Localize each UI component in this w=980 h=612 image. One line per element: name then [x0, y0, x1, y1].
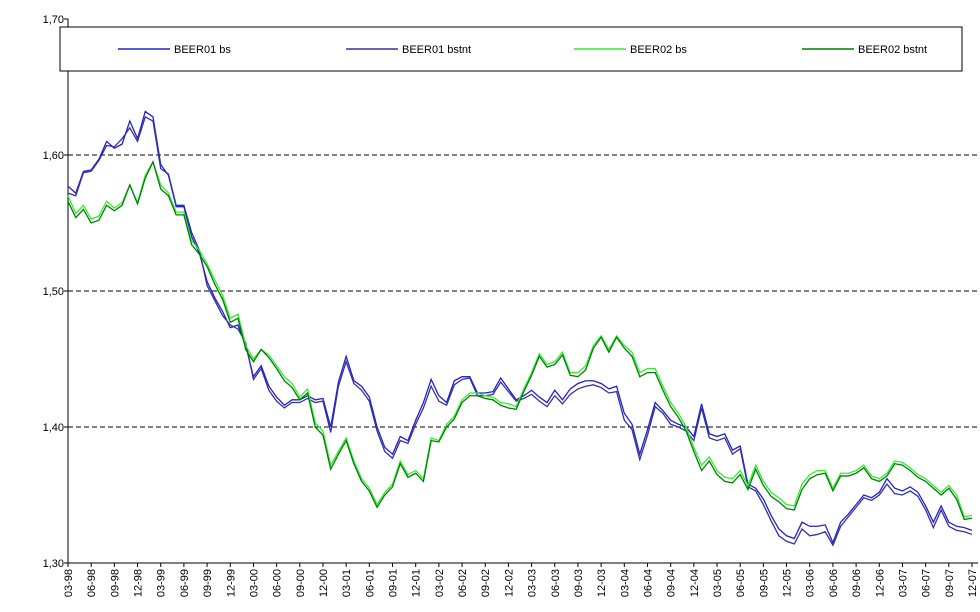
- x-tick-label: 12-03: [596, 569, 608, 597]
- x-tick-label: 12-01: [411, 569, 423, 597]
- legend: BEER01 bs BEER01 bstnt BEER02 bs BEER02 bst…: [59, 26, 963, 72]
- x-tick-label: 03-04: [619, 569, 631, 597]
- x-tick-label: 06-02: [457, 569, 469, 597]
- x-tick-label: 12-00: [318, 569, 330, 597]
- x-tick-label: 03-02: [434, 569, 446, 597]
- x-tick-label: 12-99: [225, 569, 237, 597]
- x-tick-label: 09-03: [573, 569, 585, 597]
- legend-label: BEER02 bstnt: [858, 44, 927, 56]
- x-tick-label: 12-04: [689, 569, 701, 597]
- legend-label: BEER01 bs: [174, 44, 231, 56]
- x-tick-label: 06-03: [550, 569, 562, 597]
- x-tick-label: 06-05: [735, 569, 747, 597]
- x-tick-label: 06-06: [828, 569, 840, 597]
- series-line: [67, 160, 973, 518]
- series-line: [67, 159, 973, 521]
- x-tick-label: 09-02: [480, 569, 492, 597]
- x-tick-label: 09-05: [758, 569, 770, 597]
- x-tick-label: 09-06: [851, 569, 863, 597]
- y-tick-label: 1,50: [43, 286, 64, 298]
- x-tick-label: 09-07: [944, 569, 956, 597]
- x-tick-label: 06-07: [921, 569, 933, 597]
- y-tick-label: 1,40: [43, 422, 64, 434]
- x-tick-label: 03-99: [156, 569, 168, 597]
- y-tick-label: 1,60: [43, 150, 64, 162]
- x-tick-label: 06-98: [86, 569, 98, 597]
- x-tick-label: 09-00: [295, 569, 307, 597]
- x-tick-label: 03-07: [897, 569, 909, 597]
- x-tick-label: 09-01: [388, 569, 400, 597]
- x-tick-label: 03-03: [527, 569, 539, 597]
- x-tick-label: 12-06: [874, 569, 886, 597]
- y-tick-label: 1,70: [43, 14, 64, 26]
- x-tick-label: 12-07: [967, 569, 979, 597]
- x-tick-label: 12-98: [133, 569, 145, 597]
- x-tick-label: 09-99: [202, 569, 214, 597]
- x-tick-label: 06-99: [179, 569, 191, 597]
- x-tick-label: 03-05: [712, 569, 724, 597]
- x-tick-label: 03-00: [248, 569, 260, 597]
- y-tick-label: 1,30: [43, 558, 64, 570]
- x-tick-label: 06-01: [364, 569, 376, 597]
- x-tick-label: 09-98: [109, 569, 121, 597]
- x-tick-label: 06-04: [642, 569, 654, 597]
- x-tick-label: 03-01: [341, 569, 353, 597]
- x-tick-label: 09-04: [666, 569, 678, 597]
- x-tick-label: 03-98: [63, 569, 75, 597]
- x-tick-label: 12-02: [503, 569, 515, 597]
- legend-label: BEER02 bs: [630, 44, 687, 56]
- legend-label: BEER01 bstnt: [402, 44, 471, 56]
- series-line: [67, 110, 973, 545]
- x-tick-label: 03-06: [805, 569, 817, 597]
- x-tick-label: 06-00: [272, 569, 284, 597]
- x-tick-label: 12-05: [782, 569, 794, 597]
